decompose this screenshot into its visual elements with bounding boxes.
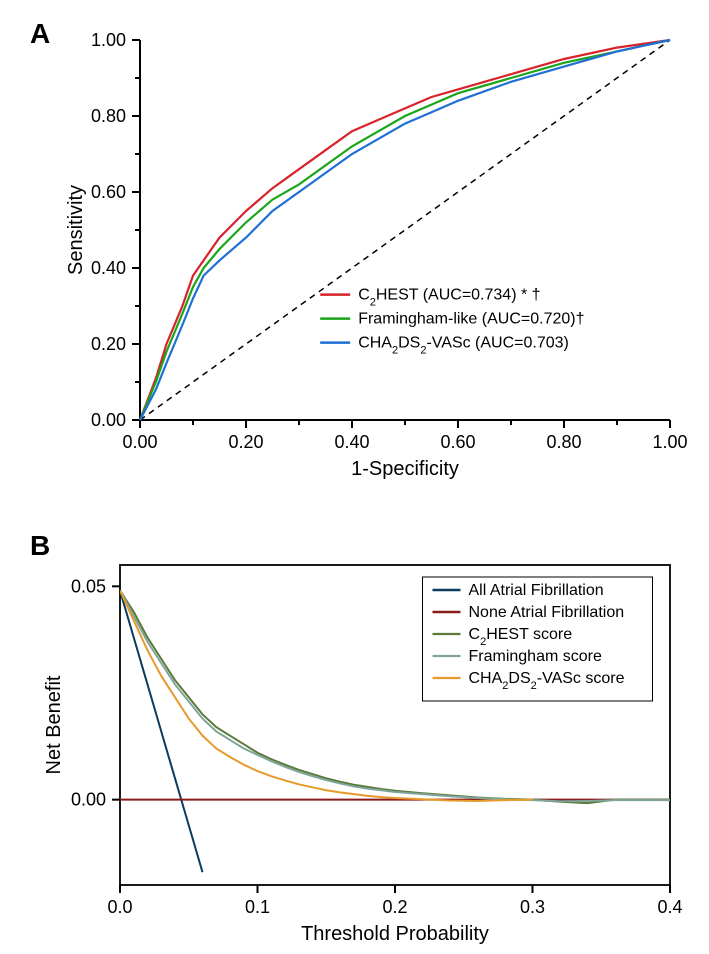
legend-item-none-af: None Atrial Fibrillation bbox=[469, 604, 625, 621]
svg-text:0.00: 0.00 bbox=[122, 432, 157, 452]
svg-text:0.60: 0.60 bbox=[440, 432, 475, 452]
svg-text:0.00: 0.00 bbox=[71, 790, 106, 810]
legend-item-C2HEST: C2HEST (AUC=0.734) * † bbox=[358, 287, 540, 309]
svg-text:Threshold Probability: Threshold Probability bbox=[301, 923, 489, 945]
svg-text:0.60: 0.60 bbox=[91, 182, 126, 202]
svg-text:0.40: 0.40 bbox=[334, 432, 369, 452]
legend-item-framingham: Framingham score bbox=[469, 648, 602, 665]
svg-text:0.1: 0.1 bbox=[245, 897, 270, 917]
svg-text:Net Benefit: Net Benefit bbox=[43, 675, 65, 774]
svg-text:0.40: 0.40 bbox=[91, 258, 126, 278]
legend-item-CHA2DS2-VASc: CHA2DS2-VASc (AUC=0.703) bbox=[358, 335, 569, 357]
svg-text:0.3: 0.3 bbox=[520, 897, 545, 917]
legend-item-cha2ds2vasc: CHA2DS2-VASc score bbox=[469, 670, 625, 692]
legend-item-Framingham: Framingham-like (AUC=0.720)† bbox=[358, 311, 584, 328]
dca-curve-cha2ds2vasc bbox=[120, 591, 533, 801]
svg-text:0.80: 0.80 bbox=[546, 432, 581, 452]
panel-a-label: A bbox=[30, 18, 50, 50]
svg-text:Sensitivity: Sensitivity bbox=[65, 185, 87, 275]
dca-curve-framingham bbox=[120, 591, 670, 802]
svg-text:0.00: 0.00 bbox=[91, 410, 126, 430]
svg-text:0.0: 0.0 bbox=[107, 897, 132, 917]
dca-curve-c2hest bbox=[120, 591, 670, 803]
decision-curve-chart: 0.0 0.1 0.2 0.3 0.4 0.00 0.05 Threshold Probabi… bbox=[30, 545, 690, 945]
roc-chart: 0.00 0.20 0.40 0.60 0.80 1.00 0.00 0.20 0.40 0.60… bbox=[60, 20, 700, 480]
legend-item-all-af: All Atrial Fibrillation bbox=[469, 582, 604, 599]
svg-text:0.20: 0.20 bbox=[228, 432, 263, 452]
svg-text:0.80: 0.80 bbox=[91, 106, 126, 126]
svg-text:0.20: 0.20 bbox=[91, 334, 126, 354]
svg-text:1.00: 1.00 bbox=[652, 432, 687, 452]
svg-text:0.2: 0.2 bbox=[382, 897, 407, 917]
svg-text:1-Specificity: 1-Specificity bbox=[351, 458, 459, 480]
svg-text:0.05: 0.05 bbox=[71, 576, 106, 596]
dca-curve-all-af bbox=[120, 591, 203, 873]
legend-item-c2hest: C2HEST score bbox=[469, 626, 573, 648]
figure-page: A 0.000.200.400.600.801.000.000.200.400.… bbox=[0, 0, 709, 954]
svg-text:0.4: 0.4 bbox=[657, 897, 682, 917]
svg-text:1.00: 1.00 bbox=[91, 30, 126, 50]
